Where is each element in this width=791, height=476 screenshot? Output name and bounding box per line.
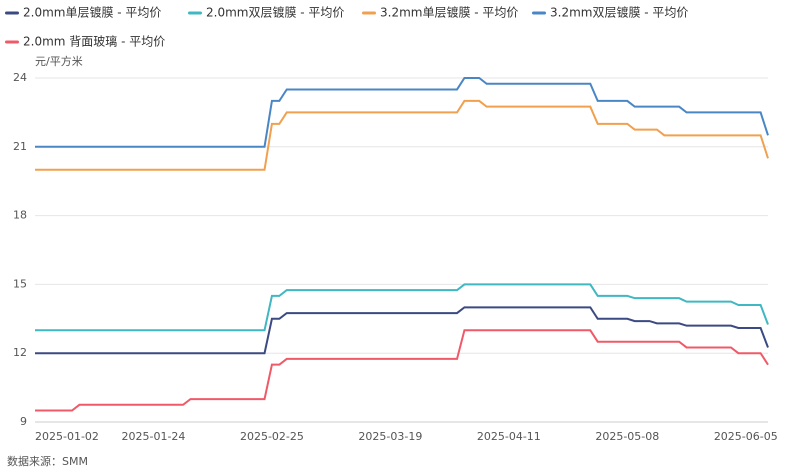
legend-label: 2.0mm双层镀膜 - 平均价 bbox=[206, 6, 344, 20]
legend-label: 2.0mm 背面玻璃 - 平均价 bbox=[23, 35, 165, 49]
x-tick-label: 2025-05-08 bbox=[595, 430, 659, 443]
x-tick-label: 2025-03-19 bbox=[358, 430, 422, 443]
source-note: 数据来源：SMM bbox=[7, 454, 88, 468]
x-tick-label: 2025-01-24 bbox=[121, 430, 185, 443]
y-tick-label: 21 bbox=[13, 140, 27, 153]
x-tick-label: 2025-01-02 bbox=[35, 430, 99, 443]
y-tick-label: 12 bbox=[13, 346, 27, 359]
legend-swatch bbox=[5, 11, 19, 15]
series-line bbox=[35, 329, 769, 412]
series-line bbox=[35, 283, 769, 332]
legend-label: 2.0mm单层镀膜 - 平均价 bbox=[23, 6, 161, 20]
series-line bbox=[35, 306, 769, 355]
x-tick-label: 2025-02-25 bbox=[240, 430, 304, 443]
x-tick-label: 2025-04-11 bbox=[477, 430, 541, 443]
y-tick-label: 18 bbox=[13, 209, 27, 222]
legend-swatch bbox=[188, 11, 202, 15]
legend-swatch bbox=[5, 40, 19, 44]
legend-swatch bbox=[532, 11, 546, 15]
unit-label: 元/平方米 bbox=[35, 54, 83, 68]
y-tick-label: 9 bbox=[20, 415, 27, 428]
series-line bbox=[35, 99, 769, 171]
legend-swatch bbox=[362, 11, 376, 15]
series-line bbox=[35, 77, 769, 148]
legend-label: 3.2mm单层镀膜 - 平均价 bbox=[380, 6, 518, 20]
legend-label: 3.2mm双层镀膜 - 平均价 bbox=[550, 6, 688, 20]
y-tick-label: 15 bbox=[13, 277, 27, 290]
y-tick-label: 24 bbox=[13, 71, 27, 84]
x-tick-label: 2025-06-05 bbox=[714, 430, 778, 443]
